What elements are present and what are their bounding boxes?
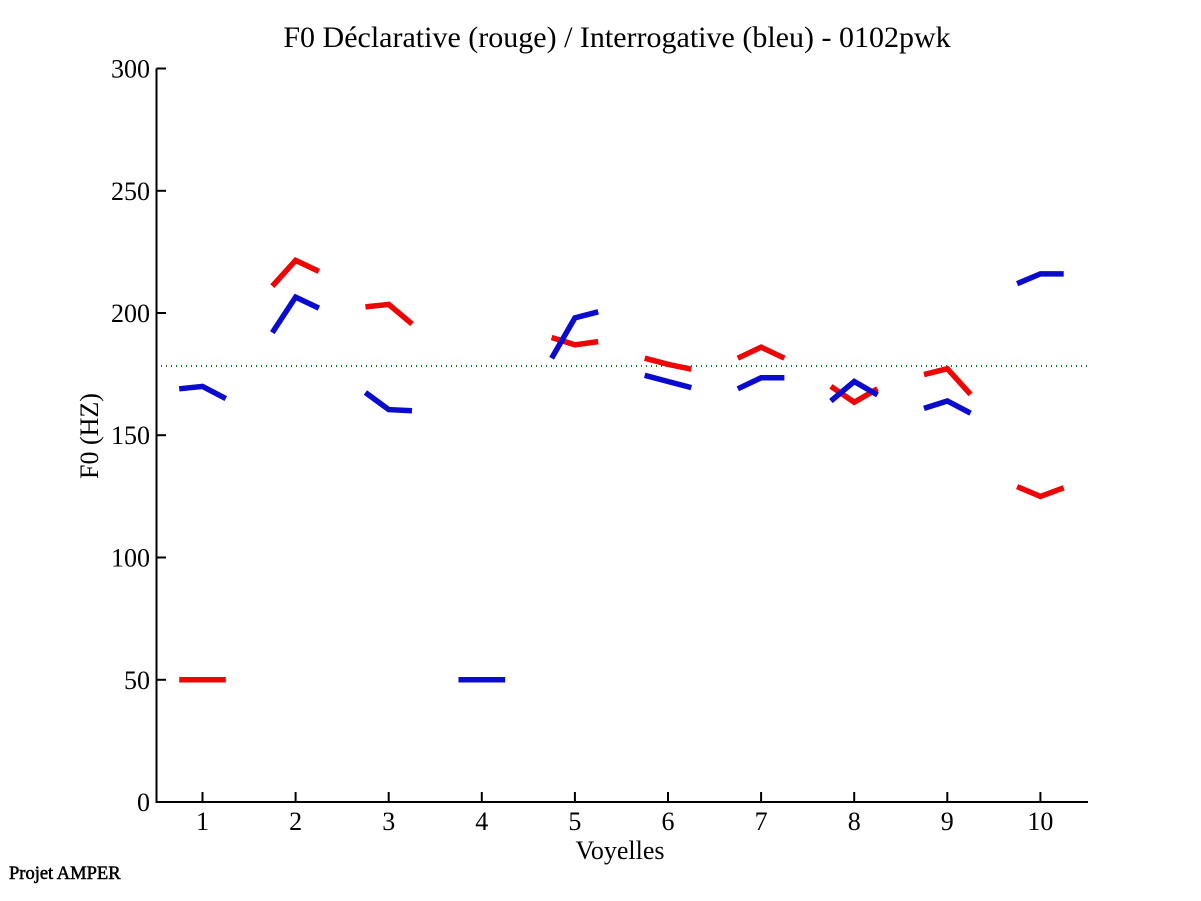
svg-text:5: 5	[568, 807, 581, 836]
svg-text:300: 300	[111, 55, 150, 84]
svg-text:Voyelles: Voyelles	[575, 836, 664, 865]
svg-text:4: 4	[475, 807, 488, 836]
svg-text:7: 7	[755, 807, 768, 836]
svg-text:F0 (HZ): F0 (HZ)	[75, 393, 104, 479]
svg-text:200: 200	[111, 299, 150, 328]
svg-text:2: 2	[289, 807, 302, 836]
svg-text:0: 0	[137, 788, 150, 817]
svg-text:8: 8	[848, 807, 861, 836]
svg-text:100: 100	[111, 544, 150, 573]
svg-text:F0 Déclarative (rouge) / Inter: F0 Déclarative (rouge) / Interrogative (…	[283, 21, 950, 54]
svg-text:6: 6	[662, 807, 675, 836]
svg-text:9: 9	[941, 807, 954, 836]
svg-text:3: 3	[382, 807, 395, 836]
svg-text:10: 10	[1027, 807, 1053, 836]
svg-text:250: 250	[111, 177, 150, 206]
svg-text:Projet AMPER: Projet AMPER	[9, 864, 121, 884]
svg-text:1: 1	[196, 807, 209, 836]
svg-text:150: 150	[111, 421, 150, 450]
svg-text:50: 50	[124, 666, 150, 695]
